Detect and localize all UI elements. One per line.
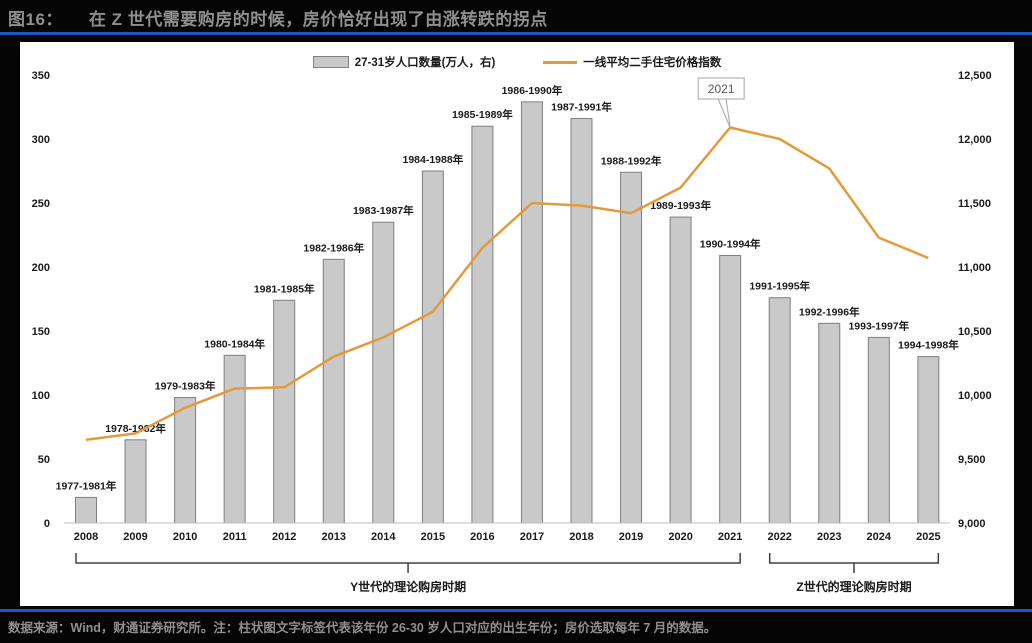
population-bar bbox=[471, 125, 494, 524]
combo-chart: 0 50 100 150 200 250 300 350 9,000 9,500 10,000 10,… bbox=[32, 70, 992, 594]
bar-cohort-label: 1991-1995年 bbox=[749, 280, 810, 293]
bar-cohort-label: 1979-1983年 bbox=[155, 380, 216, 393]
left-axis-tick: 200 bbox=[32, 262, 50, 274]
x-axis-label: 2023 bbox=[817, 531, 841, 543]
population-bar bbox=[75, 496, 97, 524]
bar-cohort-label: 1990-1994年 bbox=[700, 237, 761, 250]
x-axis-label: 2022 bbox=[767, 531, 791, 543]
bar-cohort-label: 1988-1992年 bbox=[601, 154, 662, 167]
left-axis-tick: 150 bbox=[32, 326, 50, 338]
left-axis-tick: 300 bbox=[32, 134, 50, 146]
generation-bracket bbox=[75, 553, 741, 573]
bar-swatch-icon bbox=[312, 56, 349, 68]
top-divider bbox=[0, 32, 1032, 35]
x-axis-label: 2020 bbox=[668, 531, 692, 543]
population-bar bbox=[223, 354, 246, 524]
bar-cohort-label: 1994-1998年 bbox=[898, 339, 959, 352]
x-axis-label: 2010 bbox=[173, 531, 197, 543]
right-axis-tick: 11,000 bbox=[958, 262, 991, 274]
generation-bracket-label: Z世代的理论购房时期 bbox=[796, 579, 911, 594]
callout-box bbox=[697, 77, 745, 100]
population-bar bbox=[372, 221, 395, 524]
population-bar bbox=[273, 299, 296, 524]
figure-title: 图16： 在 Z 世代需要购房的时候，房价恰好出现了由涨转跌的拐点 bbox=[8, 5, 1024, 31]
population-bar bbox=[124, 439, 147, 524]
bar-cohort-label: 1985-1989年 bbox=[452, 108, 513, 121]
left-axis-tick: 100 bbox=[32, 390, 50, 402]
population-bar bbox=[818, 322, 841, 524]
bar-cohort-label: 1992-1996年 bbox=[799, 305, 860, 318]
population-bar bbox=[768, 297, 791, 524]
x-axis-label: 2012 bbox=[272, 531, 296, 543]
population-bar bbox=[520, 101, 543, 524]
bar-cohort-label: 1993-1997年 bbox=[848, 319, 909, 332]
x-axis-label: 2015 bbox=[421, 531, 445, 543]
callout-pointer bbox=[717, 98, 731, 128]
x-axis-label: 2009 bbox=[123, 531, 147, 543]
legend-line-label: 一线平均二手住宅价格指数 bbox=[583, 57, 722, 69]
bottom-divider bbox=[0, 609, 1032, 612]
bar-cohort-label: 1987-1991年 bbox=[551, 101, 612, 114]
population-bar bbox=[174, 397, 197, 524]
bar-cohort-label: 1989-1993年 bbox=[650, 199, 711, 212]
population-bar bbox=[917, 356, 940, 524]
population-bar bbox=[669, 216, 692, 524]
right-axis-tick: 10,500 bbox=[958, 326, 992, 338]
chart-legend: 27-31岁人口数量(万人，右) 一线平均二手住宅价格指数 bbox=[20, 54, 1014, 70]
x-axis-label: 2014 bbox=[371, 531, 396, 543]
right-axis-tick: 10,000 bbox=[958, 390, 992, 402]
generation-bracket-label: Y世代的理论购房时期 bbox=[350, 579, 466, 594]
right-axis-tick: 9,500 bbox=[958, 454, 986, 466]
generation-bracket bbox=[768, 553, 940, 573]
callout-year-label: 2021 bbox=[708, 82, 735, 96]
bar-cohort-label: 1981-1985年 bbox=[254, 282, 315, 295]
x-axis-label: 2013 bbox=[322, 531, 346, 543]
x-axis-label: 2025 bbox=[916, 531, 940, 543]
bar-cohort-label: 1984-1988年 bbox=[402, 153, 463, 166]
left-axis-tick: 50 bbox=[38, 454, 50, 466]
population-bar bbox=[421, 170, 444, 524]
x-axis-label: 2017 bbox=[520, 531, 544, 543]
legend-item-price-index: 一线平均二手住宅价格指数 bbox=[543, 54, 721, 70]
x-axis-label: 2016 bbox=[470, 531, 494, 543]
price-index-line bbox=[85, 126, 929, 442]
legend-item-population: 27-31岁人口数量(万人，右) bbox=[312, 54, 496, 70]
right-axis-tick: 9,000 bbox=[958, 518, 986, 530]
left-axis-tick: 350 bbox=[32, 70, 50, 82]
x-axis-label: 2019 bbox=[619, 531, 643, 543]
x-axis-label: 2024 bbox=[867, 531, 892, 543]
left-axis-tick: 0 bbox=[44, 518, 50, 530]
line-swatch-icon bbox=[543, 60, 578, 64]
x-axis-label: 2008 bbox=[74, 531, 98, 543]
figure-number: 图16： bbox=[8, 10, 63, 29]
right-axis-tick: 12,000 bbox=[958, 134, 992, 146]
bar-cohort-label: 1982-1986年 bbox=[303, 241, 364, 254]
figure-title-text: 在 Z 世代需要购房的时候，房价恰好出现了由涨转跌的拐点 bbox=[88, 10, 548, 29]
population-bar bbox=[570, 118, 593, 524]
bar-cohort-label: 1986-1990年 bbox=[502, 84, 563, 97]
right-axis-tick: 12,500 bbox=[958, 70, 992, 82]
right-axis-tick: 11,500 bbox=[958, 198, 991, 210]
population-bar bbox=[322, 258, 345, 524]
bar-cohort-label: 1983-1987年 bbox=[353, 204, 414, 217]
population-bar bbox=[620, 171, 643, 524]
legend-bar-label: 27-31岁人口数量(万人，右) bbox=[354, 57, 496, 69]
x-axis-label: 2018 bbox=[569, 531, 593, 543]
left-axis-tick: 250 bbox=[32, 198, 50, 210]
bar-cohort-label: 1980-1984年 bbox=[204, 337, 265, 350]
population-bar bbox=[867, 336, 890, 524]
source-note: 数据来源：Wind，财通证券研究所。注：柱状图文字标签代表该年份 26-30 岁… bbox=[8, 621, 717, 635]
population-bar bbox=[719, 254, 742, 524]
chart-canvas: 27-31岁人口数量(万人，右) 一线平均二手住宅价格指数 0 50 100 150 2… bbox=[20, 42, 1014, 606]
x-axis-label: 2011 bbox=[223, 531, 247, 543]
bar-cohort-label: 1977-1981年 bbox=[56, 479, 117, 492]
x-axis-label: 2021 bbox=[718, 531, 742, 543]
